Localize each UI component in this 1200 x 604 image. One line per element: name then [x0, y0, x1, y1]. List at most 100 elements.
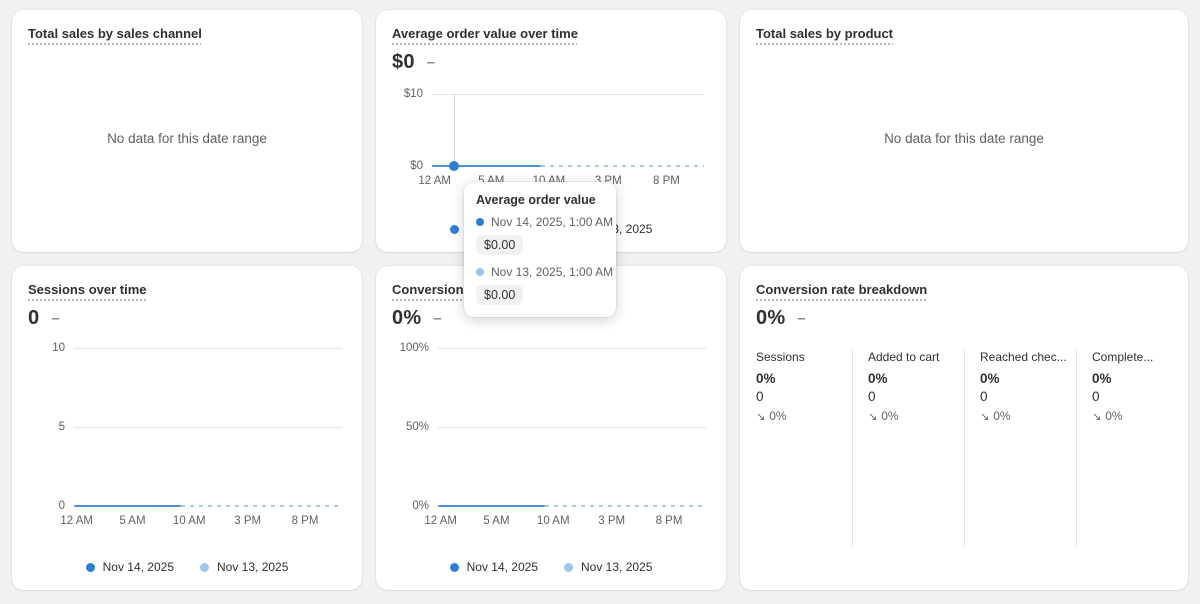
data-line	[432, 164, 704, 167]
card-title[interactable]: Average order value over time	[392, 26, 578, 41]
funnel-step-rate: 0%	[980, 371, 1000, 386]
y-axis-tick: $0	[410, 160, 423, 172]
gridline	[74, 348, 342, 349]
legend-label: Nov 13, 2025	[581, 560, 653, 574]
y-axis-tick: $10	[403, 88, 423, 100]
funnel-step-count: 0	[980, 389, 988, 404]
legend-item: Nov 14, 2025	[85, 560, 174, 574]
empty-state: No data for this date range	[756, 41, 1172, 236]
line-current-period	[438, 504, 546, 507]
decrease-arrow-icon: ↘	[1092, 410, 1102, 423]
no-change-indicator: –	[426, 54, 435, 71]
metric-summary: $0 –	[392, 51, 710, 74]
funnel-step-delta: ↘ 0%	[868, 409, 954, 423]
legend-item: Nov 14, 2025	[449, 560, 538, 574]
empty-message: No data for this date range	[884, 131, 1044, 146]
series-dot-icon	[449, 224, 459, 234]
legend-label: Nov 14, 2025	[102, 560, 174, 574]
funnel-step-added-to-cart: Added to cart 0% 0 ↘ 0%	[868, 350, 965, 546]
x-axis-tick: 5 AM	[119, 515, 146, 527]
y-axis-tick: 5	[58, 421, 65, 433]
tooltip-row: Nov 14, 2025, 1:00 AM	[476, 215, 613, 229]
card-conversion-rate-over-time: Conversion rate over time 0% – 100% 50% …	[376, 266, 726, 590]
funnel-step-delta: ↘ 0%	[756, 409, 842, 423]
card-title[interactable]: Total sales by sales channel	[28, 26, 202, 41]
metric-value: 0%	[392, 307, 422, 329]
legend-label: Nov 14, 2025	[466, 560, 538, 574]
x-axis-tick: 10 AM	[172, 515, 206, 527]
x-axis-tick: 3 PM	[598, 515, 626, 527]
line-previous-period	[545, 505, 706, 507]
decrease-arrow-icon: ↘	[756, 410, 766, 423]
hover-crosshair	[454, 94, 456, 167]
card-title[interactable]: Total sales by product	[756, 26, 894, 41]
chart-legend: Nov 14, 2025 Nov 13, 2025	[28, 532, 346, 574]
metric-summary: 0% –	[392, 307, 710, 330]
funnel-step-rate: 0%	[868, 371, 888, 386]
funnel-columns: Sessions 0% 0 ↘ 0% Added to cart 0% 0 ↘ …	[756, 350, 1172, 546]
series-dot-icon	[564, 562, 573, 572]
card-total-sales-by-channel: Total sales by sales channel No data for…	[12, 10, 362, 252]
funnel-step-delta: ↘ 0%	[1092, 409, 1162, 423]
x-axis-tick: 8 PM	[291, 515, 319, 527]
funnel-step-sessions: Sessions 0% 0 ↘ 0%	[756, 350, 853, 546]
tooltip-row: Nov 13, 2025, 1:00 AM	[476, 265, 613, 279]
x-axis-tick: 5 AM	[483, 515, 510, 527]
funnel-step-delta-value: 0%	[1105, 409, 1123, 423]
y-axis-tick: 100%	[399, 342, 429, 354]
legend-item: Nov 13, 2025	[564, 560, 652, 574]
no-change-indicator: –	[433, 310, 442, 327]
empty-message: No data for this date range	[107, 131, 267, 146]
tooltip-title: Average order value	[476, 193, 596, 207]
funnel-step-delta-value: 0%	[769, 409, 787, 423]
legend-label: Nov 13, 2025	[217, 560, 289, 574]
funnel-step-label: Reached chec...	[980, 350, 1067, 364]
metric-summary: 0% –	[756, 307, 1172, 330]
no-change-indicator: –	[797, 310, 806, 327]
funnel-step-count: 0	[1092, 389, 1100, 404]
chart-tooltip: Average order value Nov 14, 2025, 1:00 A…	[464, 182, 616, 317]
data-line	[74, 504, 342, 507]
tooltip-value: $0.00	[476, 285, 524, 305]
metric-value: 0	[28, 307, 40, 329]
tooltip-date: Nov 14, 2025, 1:00 AM	[491, 215, 614, 229]
card-conversion-rate-breakdown: Conversion rate breakdown 0% – Sessions …	[740, 266, 1188, 590]
x-axis-tick: 12 AM	[424, 515, 457, 527]
funnel-step-count: 0	[868, 389, 876, 404]
aov-line-chart[interactable]: $10 $0 12 AM 5 AM 10 AM 3 PM 8 PM	[404, 88, 704, 187]
funnel-step-delta: ↘ 0%	[980, 409, 1066, 423]
funnel-step-label: Added to cart	[868, 350, 940, 364]
no-change-indicator: –	[51, 310, 60, 327]
funnel-step-label: Sessions	[756, 350, 805, 364]
legend-item: Nov 13, 2025	[200, 560, 288, 574]
metric-summary: 0 –	[28, 307, 346, 330]
series-dot-icon	[85, 562, 95, 572]
x-axis-tick: 8 PM	[655, 515, 683, 527]
card-title[interactable]: Sessions over time	[28, 282, 147, 297]
card-title[interactable]: Conversion rate breakdown	[756, 282, 928, 297]
conversion-rate-line-chart[interactable]: 100% 50% 0% 12 AM 5 AM 10 AM 3 PM 8 PM	[400, 342, 706, 527]
tooltip-date: Nov 13, 2025, 1:00 AM	[491, 265, 614, 279]
card-total-sales-by-product: Total sales by product No data for this …	[740, 10, 1188, 252]
y-axis-tick: 50%	[405, 421, 429, 433]
data-line	[438, 504, 706, 507]
funnel-step-delta-value: 0%	[881, 409, 899, 423]
y-axis-tick: 10	[52, 342, 65, 354]
funnel-step-reached-checkout: Reached chec... 0% 0 ↘ 0%	[980, 350, 1077, 546]
gridline	[432, 94, 704, 95]
empty-state: No data for this date range	[28, 41, 346, 236]
x-axis-tick: 10 AM	[536, 515, 570, 527]
card-sessions-over-time: Sessions over time 0 – 10 5 0 12 AM 5 AM…	[12, 266, 362, 590]
x-axis-tick: 8 PM	[653, 175, 680, 187]
x-axis-tick: 12 AM	[418, 175, 452, 187]
line-current-period	[74, 504, 182, 507]
x-axis-tick: 12 AM	[60, 515, 93, 527]
series-dot-icon	[476, 268, 484, 276]
sessions-line-chart[interactable]: 10 5 0 12 AM 5 AM 10 AM 3 PM 8 PM	[52, 342, 342, 527]
y-axis-tick: 0%	[412, 500, 429, 512]
card-average-order-value: Average order value over time $0 – $10 $…	[376, 10, 726, 317]
funnel-step-rate: 0%	[1092, 371, 1112, 386]
y-axis-tick: 0	[58, 500, 65, 512]
metric-value: 0%	[756, 307, 786, 329]
funnel-step-completed-checkout: Complete... 0% 0 ↘ 0%	[1092, 350, 1172, 546]
